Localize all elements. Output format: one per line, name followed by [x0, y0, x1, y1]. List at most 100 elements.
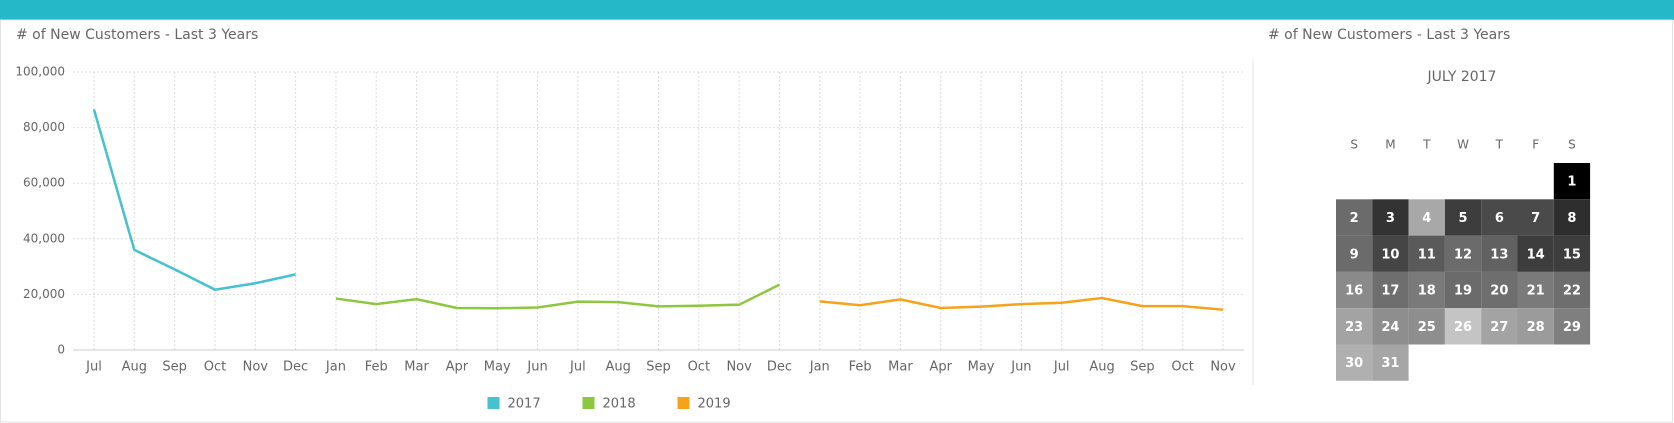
- day-label: 14: [1527, 247, 1545, 262]
- calendar-title: # of New Customers - Last 3 Years: [1268, 27, 1510, 43]
- day-cell: [1444, 199, 1482, 236]
- y-tick-label: 20,000: [23, 287, 65, 301]
- day-label: 2: [1350, 211, 1359, 226]
- day-cell: [1372, 199, 1409, 236]
- x-tick-label: Sep: [646, 360, 671, 375]
- day-cell: [1553, 199, 1591, 236]
- x-tick-label: Dec: [767, 360, 792, 375]
- x-tick-label: Sep: [162, 360, 187, 375]
- day-cell: [1481, 235, 1518, 272]
- x-tick-label: Mar: [404, 360, 429, 375]
- x-tick-label: Apr: [446, 360, 469, 375]
- day-label: 20: [1490, 284, 1508, 299]
- x-tick-label: Mar: [888, 360, 913, 375]
- day-cell: [1444, 235, 1482, 272]
- day-label: 21: [1527, 284, 1545, 299]
- x-tick-label: Nov: [726, 360, 752, 375]
- day-cell: [1336, 235, 1373, 272]
- day-label: 30: [1345, 356, 1363, 371]
- day-label: 6: [1495, 211, 1504, 226]
- day-label: 8: [1567, 211, 1576, 226]
- day-cell: [1408, 199, 1445, 236]
- day-cell: [1408, 308, 1445, 345]
- day-label: 23: [1345, 320, 1363, 335]
- day-label: 9: [1350, 247, 1359, 262]
- x-tick-label: Dec: [283, 360, 308, 375]
- day-cell: [1336, 344, 1373, 381]
- x-tick-label: Jul: [85, 360, 102, 375]
- weekday-label: T: [1495, 138, 1504, 152]
- day-cell: [1336, 271, 1373, 309]
- day-label: 18: [1418, 284, 1436, 299]
- weekday-label: S: [1568, 138, 1576, 152]
- legend-label: 2017: [508, 397, 541, 412]
- x-tick-label: Nov: [243, 360, 269, 375]
- calendar-month: JULY 2017: [1427, 69, 1497, 85]
- day-cell: [1408, 235, 1445, 272]
- day-cell: [1372, 344, 1409, 381]
- weekday-label: M: [1385, 138, 1395, 152]
- y-tick-label: 60,000: [23, 176, 65, 190]
- chart-title: # of New Customers - Last 3 Years: [16, 27, 258, 43]
- x-tick-label: Feb: [849, 360, 872, 375]
- day-label: 5: [1459, 211, 1468, 226]
- top-bar: [0, 0, 1674, 20]
- day-label: 28: [1527, 320, 1545, 335]
- day-cell: [1517, 235, 1554, 272]
- day-cell: [1553, 235, 1591, 272]
- line-series: [335, 283, 781, 310]
- day-cell: [1517, 271, 1554, 309]
- day-label: 22: [1563, 284, 1581, 299]
- x-tick-label: Oct: [204, 360, 226, 375]
- day-cell: [1553, 163, 1591, 200]
- x-tick-label: Jan: [809, 360, 830, 375]
- day-label: 7: [1531, 211, 1540, 226]
- day-label: 13: [1490, 247, 1508, 262]
- day-label: 31: [1381, 356, 1399, 371]
- legend-swatch: [582, 397, 595, 409]
- day-cell: [1553, 308, 1591, 345]
- legend-label: 2018: [603, 397, 636, 412]
- x-tick-label: Nov: [1210, 360, 1236, 375]
- weekday-label: S: [1350, 138, 1358, 152]
- weekday-label: W: [1457, 138, 1469, 152]
- day-label: 4: [1422, 211, 1431, 226]
- legend-label: 2019: [698, 397, 731, 412]
- day-label: 29: [1563, 320, 1581, 335]
- x-tick-label: Oct: [688, 360, 710, 375]
- day-cell: [1372, 271, 1409, 309]
- x-tick-label: Sep: [1130, 360, 1155, 375]
- line-series: [819, 296, 1224, 311]
- day-cell: [1517, 199, 1554, 236]
- day-cell: [1408, 271, 1445, 309]
- day-label: 17: [1381, 284, 1399, 299]
- day-label: 15: [1563, 247, 1581, 262]
- x-tick-label: Oct: [1171, 360, 1193, 375]
- day-cell: [1481, 308, 1518, 345]
- x-tick-label: Jul: [569, 360, 586, 375]
- x-tick-label: Jan: [325, 360, 346, 375]
- day-label: 11: [1418, 247, 1436, 262]
- day-cell: [1372, 235, 1409, 272]
- day-label: 3: [1386, 211, 1395, 226]
- x-tick-label: Jul: [1053, 360, 1070, 375]
- day-label: 24: [1381, 320, 1399, 335]
- weekday-label: T: [1422, 138, 1431, 152]
- x-tick-label: Jun: [1010, 360, 1031, 375]
- day-label: 25: [1418, 320, 1436, 335]
- legend-swatch: [677, 397, 690, 409]
- line-series: [92, 109, 296, 291]
- day-label: 19: [1454, 284, 1472, 299]
- y-tick-label: 100,000: [15, 65, 65, 79]
- day-cell: [1517, 308, 1554, 345]
- day-cell: [1481, 199, 1518, 236]
- panel-border: [0, 19, 1673, 423]
- day-cell: [1336, 308, 1373, 345]
- day-cell: [1372, 308, 1409, 345]
- day-cell: [1444, 308, 1482, 345]
- legend-swatch: [487, 397, 500, 409]
- day-label: 10: [1381, 247, 1399, 262]
- y-tick-label: 0: [57, 343, 65, 357]
- x-tick-label: Aug: [605, 360, 630, 375]
